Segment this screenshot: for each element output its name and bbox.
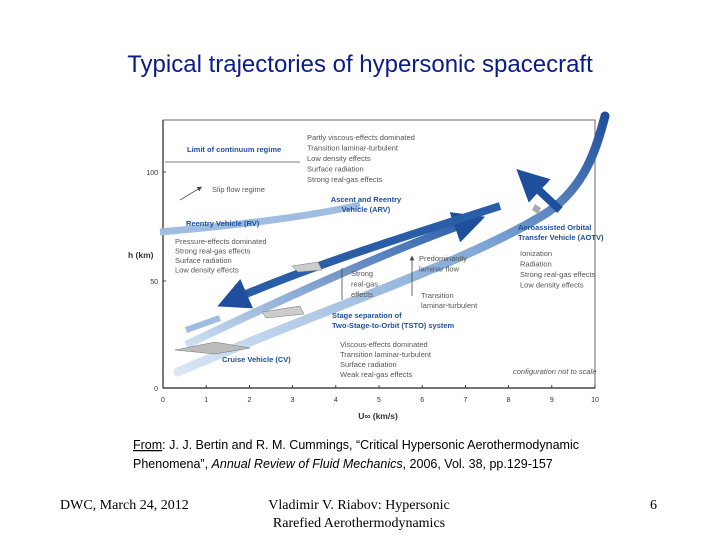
annotation-text: Transition laminar-turbulent xyxy=(307,144,399,153)
annotation-text: Low density effects xyxy=(520,281,584,290)
annotation-text: Slip flow regime xyxy=(212,185,265,194)
annotation-text: Low density effects xyxy=(307,154,371,163)
annotation-text: configuration not to scale xyxy=(513,367,596,376)
annotation-text: Reentry Vehicle (RV) xyxy=(186,219,260,228)
x-tick-label: 9 xyxy=(550,397,554,404)
citation-text: , 2006, Vol. 38, pp.129-157 xyxy=(403,457,553,471)
annotation-text: Low density effects xyxy=(175,266,239,275)
footer-author: Rarefied Aerothermodynamics xyxy=(273,516,445,531)
annotation-text: Strong real-gas effects xyxy=(175,247,251,256)
aotv-trajectory xyxy=(173,111,610,377)
annotation-text: Strong real-gas effects xyxy=(520,270,596,279)
annotation-text: real-gas xyxy=(351,280,378,289)
annotation-text: Surface radiation xyxy=(340,360,397,369)
x-tick-label: 2 xyxy=(247,397,251,404)
annotation-text: Vehicle (ARV) xyxy=(342,205,391,214)
y-axis-label: h (km) xyxy=(128,250,154,260)
citation-text: : J. J. Bertin and R. M. Cummings, “Crit… xyxy=(162,438,579,452)
x-tick-label: 6 xyxy=(420,397,424,404)
rv-trajectory xyxy=(159,201,361,236)
x-tick-label: 4 xyxy=(334,397,338,404)
x-tick-label: 7 xyxy=(463,397,467,404)
y-tick-label: 0 xyxy=(154,386,158,393)
annotation-text: Surface radiation xyxy=(307,165,364,174)
citation-text: Phenomena”, xyxy=(133,457,212,471)
slide-title: Typical trajectories of hypersonic space… xyxy=(127,51,593,78)
annotation-text: Transfer Vehicle (AOTV) xyxy=(518,233,604,242)
arv-ascent xyxy=(184,212,486,349)
footer-date: DWC, March 24, 2012 xyxy=(60,498,189,513)
annotation-text: Predominantly xyxy=(419,254,467,263)
annotations: Partly viscous-effects dominated Transiti… xyxy=(175,133,604,379)
annotation-text: effects xyxy=(351,290,373,299)
annotation-text: Aeroassisted Orbital xyxy=(518,223,591,232)
annotation-text: Two-Stage-to-Orbit (TSTO) system xyxy=(332,321,455,330)
tsto-vehicle xyxy=(261,305,305,319)
annotation-text: Weak real-gas effects xyxy=(340,370,413,379)
x-tick-label: 8 xyxy=(507,397,511,404)
annotation-text: Stage separation of xyxy=(332,311,402,320)
annotation-text: Pressure-effects dominated xyxy=(175,237,267,246)
x-tick-label: 0 xyxy=(161,397,165,404)
x-tick-label: 1 xyxy=(204,397,208,404)
footer-author: Vladimir V. Riabov: Hypersonic xyxy=(268,498,449,513)
arv-vehicle xyxy=(291,261,323,273)
annotation-text: Strong real-gas effects xyxy=(307,175,383,184)
annotation-text: Viscous-effects dominated xyxy=(340,340,428,349)
y-tick-label: 50 xyxy=(150,279,158,286)
citation-from: From xyxy=(133,438,162,452)
annotation-text: Transition laminar-turbulent xyxy=(340,350,432,359)
x-tick-label: 5 xyxy=(377,397,381,404)
slip-arrow xyxy=(179,186,203,201)
x-axis-label: U∞ (km/s) xyxy=(358,411,398,421)
y-tick-label: 100 xyxy=(146,170,158,177)
citation-line-2: Phenomena”, Annual Review of Fluid Mecha… xyxy=(133,457,553,471)
cruise-vehicle xyxy=(174,341,251,355)
aotv-vehicle xyxy=(532,204,541,214)
arv-reentry xyxy=(217,202,502,309)
annotation-text: Ascent and Reentry xyxy=(331,195,402,204)
footer-page: 6 xyxy=(650,498,657,513)
x-tick-label: 3 xyxy=(291,397,295,404)
annotation-text: Transition xyxy=(421,291,454,300)
annotation-text: Surface radiation xyxy=(175,256,232,265)
annotation-text: Cruise Vehicle (CV) xyxy=(222,355,291,364)
citation-journal: Annual Review of Fluid Mechanics xyxy=(211,457,403,471)
aotv-arrow xyxy=(516,169,563,213)
annotation-text: Radiation xyxy=(520,260,552,269)
annotation-text: Limit of continuum regime xyxy=(187,145,281,154)
annotation-text: laminar-turbulent xyxy=(421,301,478,310)
tsto-trajectory xyxy=(185,315,221,333)
x-tick-label: 10 xyxy=(591,397,599,404)
annotation-text: Ionization xyxy=(520,249,552,258)
annotation-text: laminar flow xyxy=(419,265,460,274)
annotation-text: Strong xyxy=(351,269,373,278)
citation-line-1: From: J. J. Bertin and R. M. Cummings, “… xyxy=(133,438,579,452)
annotation-text: Partly viscous-effects dominated xyxy=(307,133,415,142)
